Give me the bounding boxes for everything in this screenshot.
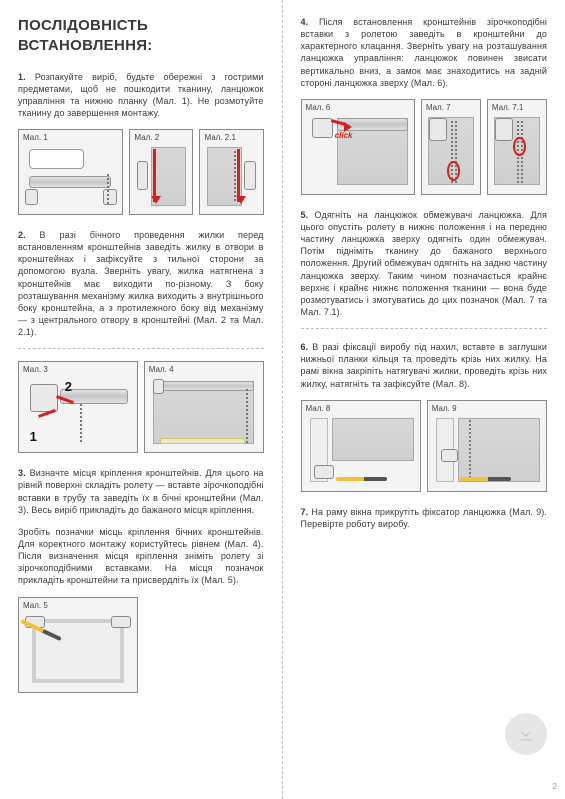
right-column: 4. Після встановлення кронштейнів зірочк… bbox=[283, 0, 565, 799]
step-3-lead: 3. bbox=[18, 468, 26, 478]
figure-1-illustration bbox=[23, 144, 118, 210]
step-2-body: В разі бічного проведення жилки перед вс… bbox=[18, 230, 264, 337]
figure-7-1-label: Мал. 7.1 bbox=[492, 103, 523, 114]
figure-8-illustration bbox=[306, 415, 416, 487]
figure-3-illustration: 1 2 bbox=[23, 376, 133, 448]
figure-4-illustration bbox=[149, 376, 259, 448]
step-3-text: 3. Визначте місця кріплення кронштейнів.… bbox=[18, 467, 264, 516]
figure-9: Мал. 9 bbox=[427, 400, 547, 492]
figure-4-label: Мал. 4 bbox=[149, 365, 174, 376]
figure-4: Мал. 4 bbox=[144, 361, 264, 453]
figure-2: Мал. 2 bbox=[129, 129, 193, 215]
figure-5-label: Мал. 5 bbox=[23, 601, 48, 612]
figure-row-2: Мал. 3 1 2 Мал. 4 bbox=[18, 361, 264, 453]
figure-5: Мал. 5 bbox=[18, 597, 138, 693]
figure-6-illustration: click bbox=[306, 114, 410, 190]
watermark-icon bbox=[505, 713, 547, 755]
figure-7-1-illustration bbox=[492, 114, 542, 190]
figure-row-1: Мал. 1 Мал. 2 Мал. 2. bbox=[18, 129, 264, 215]
step-7-body: На раму вікна прикрутіть фіксатор ланцюж… bbox=[301, 507, 548, 529]
step-2-lead: 2. bbox=[18, 230, 26, 240]
step-4-body: Після встановлення кронштейнів зірочкопо… bbox=[301, 17, 548, 88]
page-number: 2 bbox=[553, 782, 557, 793]
figure-8: Мал. 8 bbox=[301, 400, 421, 492]
figure-9-illustration bbox=[432, 415, 542, 487]
step-5-text: 5. Одягніть на ланцюжок обмежувачі ланцю… bbox=[301, 209, 548, 318]
figure-3: Мал. 3 1 2 bbox=[18, 361, 138, 453]
download-arrow-icon bbox=[516, 724, 536, 744]
step-3-body: Визначте місця кріплення кронштейнів. Дл… bbox=[18, 468, 264, 514]
figure-5-illustration bbox=[23, 612, 133, 688]
divider-1 bbox=[18, 348, 264, 349]
figure-6-label: Мал. 6 bbox=[306, 103, 331, 114]
figure-row-4: Мал. 6 click Мал. 7 bbox=[301, 99, 548, 195]
figure-8-label: Мал. 8 bbox=[306, 404, 331, 415]
figure-2-label: Мал. 2 bbox=[134, 133, 159, 144]
figure-row-3: Мал. 5 bbox=[18, 597, 264, 693]
figure-2-1-label: Мал. 2.1 bbox=[204, 133, 235, 144]
step-2-text: 2. В разі бічного проведення жилки перед… bbox=[18, 229, 264, 338]
figure-1-label: Мал. 1 bbox=[23, 133, 48, 144]
left-column: ПОСЛІДОВНІСТЬ ВСТАНОВЛЕННЯ: 1. Розпакуйт… bbox=[0, 0, 283, 799]
page-title: ПОСЛІДОВНІСТЬ ВСТАНОВЛЕННЯ: bbox=[18, 16, 264, 57]
figure-3-label: Мал. 3 bbox=[23, 365, 48, 376]
step-7-text: 7. На раму вікна прикрутіть фіксатор лан… bbox=[301, 506, 548, 530]
step-3b-text: Зробіть позначки місць кріплення бічних … bbox=[18, 526, 264, 587]
page: ПОСЛІДОВНІСТЬ ВСТАНОВЛЕННЯ: 1. Розпакуйт… bbox=[0, 0, 565, 799]
step-6-body: В разі фіксації виробу під нахил, вставт… bbox=[301, 342, 548, 388]
step-1-body: Розпакуйте виріб, будьте обережні з гост… bbox=[18, 72, 264, 118]
figure-2-1-illustration bbox=[204, 144, 258, 210]
step-1-text: 1. Розпакуйте виріб, будьте обережні з г… bbox=[18, 71, 264, 120]
figure-7-label: Мал. 7 bbox=[426, 103, 451, 114]
step-4-text: 4. Після встановлення кронштейнів зірочк… bbox=[301, 16, 548, 89]
figure-row-5: Мал. 8 Мал. 9 bbox=[301, 400, 548, 492]
figure-6: Мал. 6 click bbox=[301, 99, 415, 195]
figure-7: Мал. 7 bbox=[421, 99, 481, 195]
figure-2-illustration bbox=[134, 144, 188, 210]
step-5-body: Одягніть на ланцюжок обмежувачі ланцюжка… bbox=[301, 210, 548, 317]
figure-2-1: Мал. 2.1 bbox=[199, 129, 263, 215]
step-6-text: 6. В разі фіксації виробу під нахил, вст… bbox=[301, 341, 548, 390]
figure-9-label: Мал. 9 bbox=[432, 404, 457, 415]
figure-7-illustration bbox=[426, 114, 476, 190]
figure-7-1: Мал. 7.1 bbox=[487, 99, 547, 195]
divider-2 bbox=[301, 328, 548, 329]
step-1-lead: 1. bbox=[18, 72, 26, 82]
figure-1: Мал. 1 bbox=[18, 129, 123, 215]
